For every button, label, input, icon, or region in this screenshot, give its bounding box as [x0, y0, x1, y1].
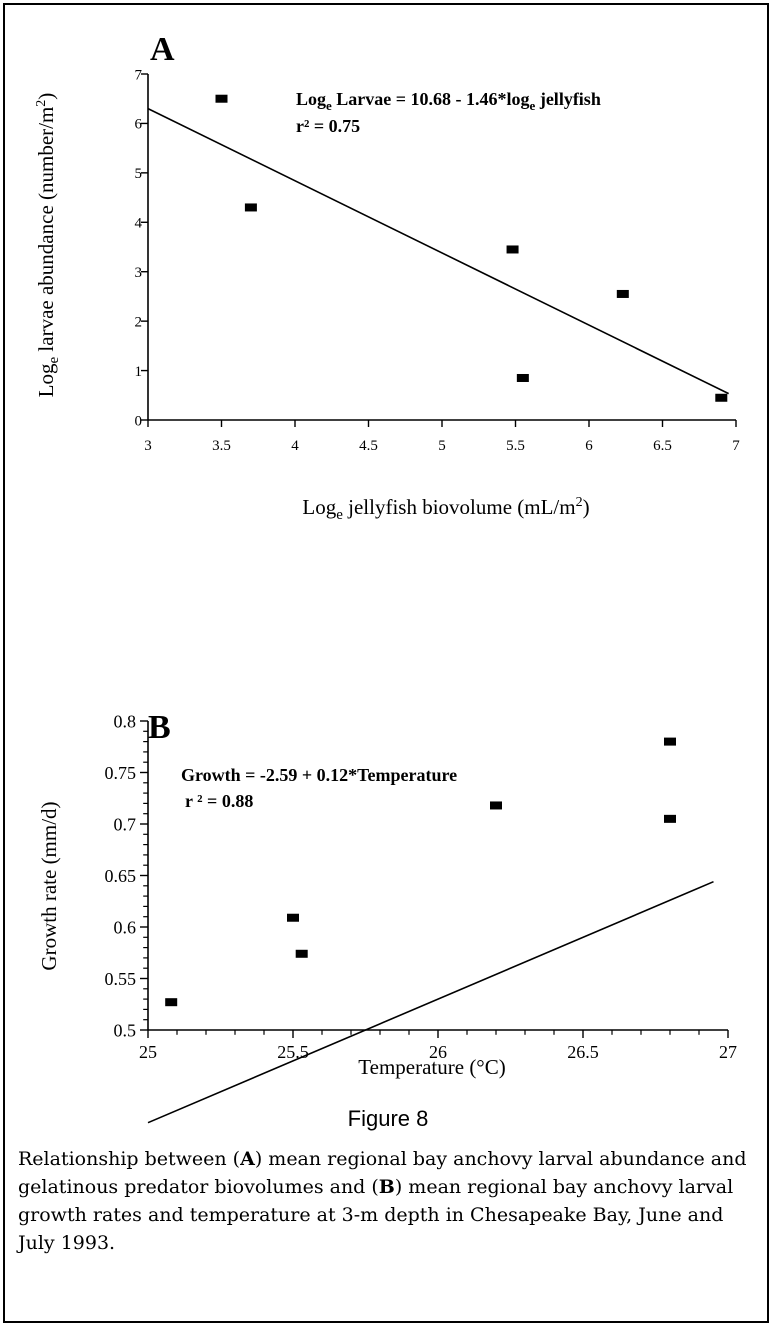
panel-b-x-axis-label: Temperature (°C) — [358, 1055, 505, 1079]
panel-a-y-axis-label: Loge larvae abundance (number/m2) — [34, 93, 62, 398]
data-point — [244, 203, 257, 212]
data-point — [215, 94, 228, 103]
figure-title: Figure 8 — [347, 1106, 429, 1131]
x-tick-label: 3 — [144, 438, 152, 454]
x-tick-label: 6.5 — [653, 438, 672, 454]
panel-b-chart: B Growth = -2.59 + 0.12*Temperature r ² … — [37, 709, 737, 1124]
panel-a-chart: A Loge Larvae = 10.68 - 1.46*loge jellyf… — [34, 31, 740, 523]
x-tick-label: 26 — [429, 1042, 447, 1062]
data-point — [664, 737, 676, 746]
x-tick-label: 5 — [438, 438, 446, 454]
panel-b-r2: r ² = 0.88 — [185, 791, 253, 811]
data-point — [715, 393, 728, 402]
panel-a-r2: r² = 0.75 — [296, 116, 360, 136]
data-point — [287, 913, 299, 922]
x-tick-label: 6 — [585, 438, 593, 454]
data-point — [664, 814, 676, 823]
panel-b-equation: Growth = -2.59 + 0.12*Temperature — [181, 765, 457, 785]
y-tick-label: 0.7 — [114, 814, 137, 834]
y-tick-label: 3 — [135, 265, 143, 281]
data-point — [616, 289, 629, 298]
y-tick-label: 2 — [135, 314, 143, 330]
regression-line — [147, 107, 730, 395]
y-tick-label: 0.6 — [114, 917, 137, 937]
y-tick-label: 6 — [135, 117, 143, 133]
y-tick-label: 0.55 — [105, 969, 137, 989]
y-tick-label: 0.5 — [114, 1020, 137, 1040]
y-tick-label: 0.65 — [105, 866, 137, 886]
panel-a-label: A — [150, 31, 175, 68]
figure-caption: Relationship between (A) mean regional b… — [18, 1148, 747, 1254]
y-tick-label: 1 — [135, 364, 143, 380]
x-tick-label: 25.5 — [277, 1042, 309, 1062]
y-tick-label: 5 — [135, 166, 143, 182]
x-tick-label: 25 — [139, 1042, 157, 1062]
panel-a-equation: Loge Larvae = 10.68 - 1.46*loge jellyfis… — [296, 89, 601, 113]
data-point — [490, 801, 502, 810]
x-tick-label: 4.5 — [359, 438, 378, 454]
x-tick-label: 26.5 — [567, 1042, 599, 1062]
panel-b-label: B — [148, 709, 171, 746]
y-tick-label: 0 — [135, 413, 143, 429]
data-point — [506, 245, 519, 254]
panel-a-x-axis-label: Loge jellyfish biovolume (mL/m2) — [302, 495, 589, 523]
x-tick-label: 7 — [732, 438, 740, 454]
y-tick-label: 0.75 — [105, 763, 137, 783]
y-tick-label: 0.8 — [114, 711, 137, 731]
x-tick-label: 27 — [719, 1042, 737, 1062]
x-tick-label: 3.5 — [212, 438, 231, 454]
regression-line — [147, 880, 714, 1124]
y-tick-label: 7 — [135, 67, 143, 83]
data-point — [295, 949, 308, 958]
panel-b-y-axis-label: Growth rate (mm/d) — [37, 801, 61, 970]
data-point — [165, 998, 178, 1007]
y-tick-label: 4 — [135, 216, 143, 232]
figure-frame — [3, 3, 769, 1323]
x-tick-label: 4 — [291, 438, 299, 454]
x-tick-label: 5.5 — [506, 438, 525, 454]
data-point — [516, 373, 529, 382]
